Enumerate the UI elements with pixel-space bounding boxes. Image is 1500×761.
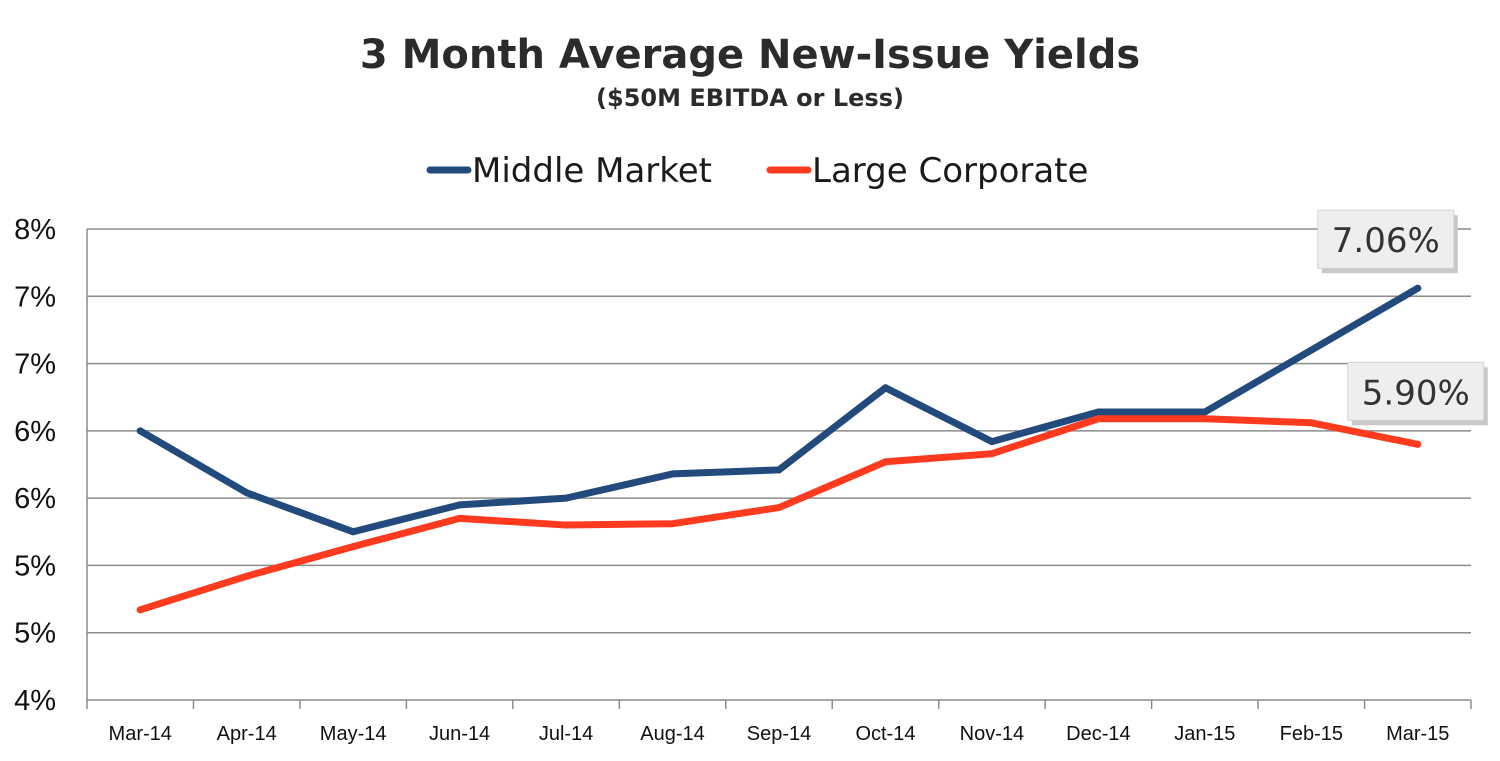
data-point-large-corporate [669, 520, 677, 528]
data-point-middle-market [1094, 408, 1102, 416]
data-point-middle-market [1414, 284, 1422, 292]
data-point-large-corporate [136, 606, 144, 614]
chart-subtitle: ($50M EBITDA or Less) [596, 84, 904, 112]
series-line-middle-market [136, 284, 1422, 536]
data-point-large-corporate [243, 572, 251, 580]
data-point-large-corporate [1201, 415, 1209, 423]
callout-box-large-corporate [1347, 361, 1485, 421]
data-point-middle-market [988, 438, 996, 446]
x-tick-label: Jan-15 [1174, 723, 1235, 745]
x-tick-label: Feb-15 [1280, 723, 1343, 745]
x-tick-label: Nov-14 [960, 723, 1024, 745]
series [136, 284, 1422, 614]
data-point-large-corporate [562, 521, 570, 529]
legend-label-large-corporate: Large Corporate [812, 151, 1088, 191]
y-tick-label: 6% [14, 483, 56, 515]
legend: Middle Market Large Corporate [426, 151, 1088, 191]
chart-title: 3 Month Average New-Issue Yields [360, 32, 1140, 78]
data-point-large-corporate [988, 450, 996, 458]
data-point-middle-market [562, 494, 570, 502]
data-point-large-corporate [1307, 419, 1315, 427]
data-point-middle-market [243, 489, 251, 497]
callout-label-middle-market: 7.06% [1332, 221, 1440, 261]
y-tick-label: 5% [14, 618, 56, 650]
data-point-middle-market [1201, 408, 1209, 416]
axes: 4% 5% 5% 6% 6% 7% 7% 8% Mar-14 Apr-14 May-14 Jun-14… [14, 214, 1472, 745]
callout-label-large-corporate: 5.90% [1362, 373, 1470, 413]
x-tick-label: Jun-14 [429, 723, 490, 745]
x-tick-label: Mar-14 [109, 723, 172, 745]
y-tick-label: 7% [14, 281, 56, 313]
y-tick-label: 8% [14, 214, 56, 246]
data-point-middle-market [775, 466, 783, 474]
legend-label-middle-market: Middle Market [472, 151, 712, 191]
callouts: 7.06% 5.90% [1317, 209, 1488, 426]
y-tick-label: 5% [14, 550, 56, 582]
data-point-large-corporate [349, 543, 357, 551]
data-point-middle-market [669, 470, 677, 478]
data-point-middle-market [881, 384, 889, 392]
y-tick-label: 6% [14, 416, 56, 448]
data-point-large-corporate [456, 514, 464, 522]
data-point-large-corporate [1414, 440, 1422, 448]
data-point-middle-market [456, 501, 464, 509]
y-tick-label: 7% [14, 349, 56, 381]
x-tick-label: Apr-14 [217, 723, 277, 745]
data-point-middle-market [136, 427, 144, 435]
data-point-middle-market [1307, 346, 1315, 354]
x-tick-label: May-14 [320, 723, 387, 745]
callout-box-middle-market [1317, 209, 1455, 269]
x-tick-label: Oct-14 [855, 723, 915, 745]
data-point-large-corporate [775, 504, 783, 512]
data-point-large-corporate [1094, 415, 1102, 423]
series-line-large-corporate [136, 415, 1422, 614]
x-tick-label: Dec-14 [1066, 723, 1130, 745]
x-tick-label: Mar-15 [1386, 723, 1449, 745]
y-tick-label: 4% [14, 685, 56, 717]
data-point-large-corporate [881, 458, 889, 466]
grid [87, 228, 1471, 634]
x-tick-label: Aug-14 [640, 723, 705, 745]
x-tick-label: Jul-14 [539, 723, 593, 745]
x-tick-label: Sep-14 [747, 723, 812, 745]
data-point-middle-market [349, 528, 357, 536]
